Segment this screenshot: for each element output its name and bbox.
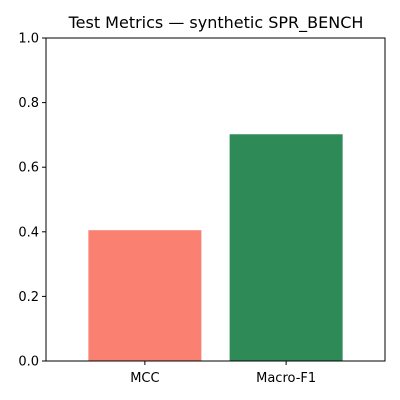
x-tick-label: MCC xyxy=(130,371,159,386)
x-tick-label: Macro-F1 xyxy=(256,371,316,386)
y-tick-label: 0.8 xyxy=(18,96,39,111)
y-tick-label: 0.2 xyxy=(18,290,39,305)
y-tick-label: 0.6 xyxy=(18,161,39,176)
y-tick-label: 1.0 xyxy=(18,32,39,47)
y-tick-label: 0.0 xyxy=(18,355,39,370)
bar-macro-f1 xyxy=(229,134,343,361)
bar-mcc xyxy=(88,230,202,361)
chart-title: Test Metrics — synthetic SPR_BENCH xyxy=(68,13,364,33)
bars-layer xyxy=(88,134,343,361)
y-tick-label: 0.4 xyxy=(18,225,39,240)
axes-layer: MCC Macro-F1 0.0 0.2 0.4 0.6 0.8 1.0 xyxy=(18,32,386,386)
plot-frame xyxy=(45,37,386,362)
